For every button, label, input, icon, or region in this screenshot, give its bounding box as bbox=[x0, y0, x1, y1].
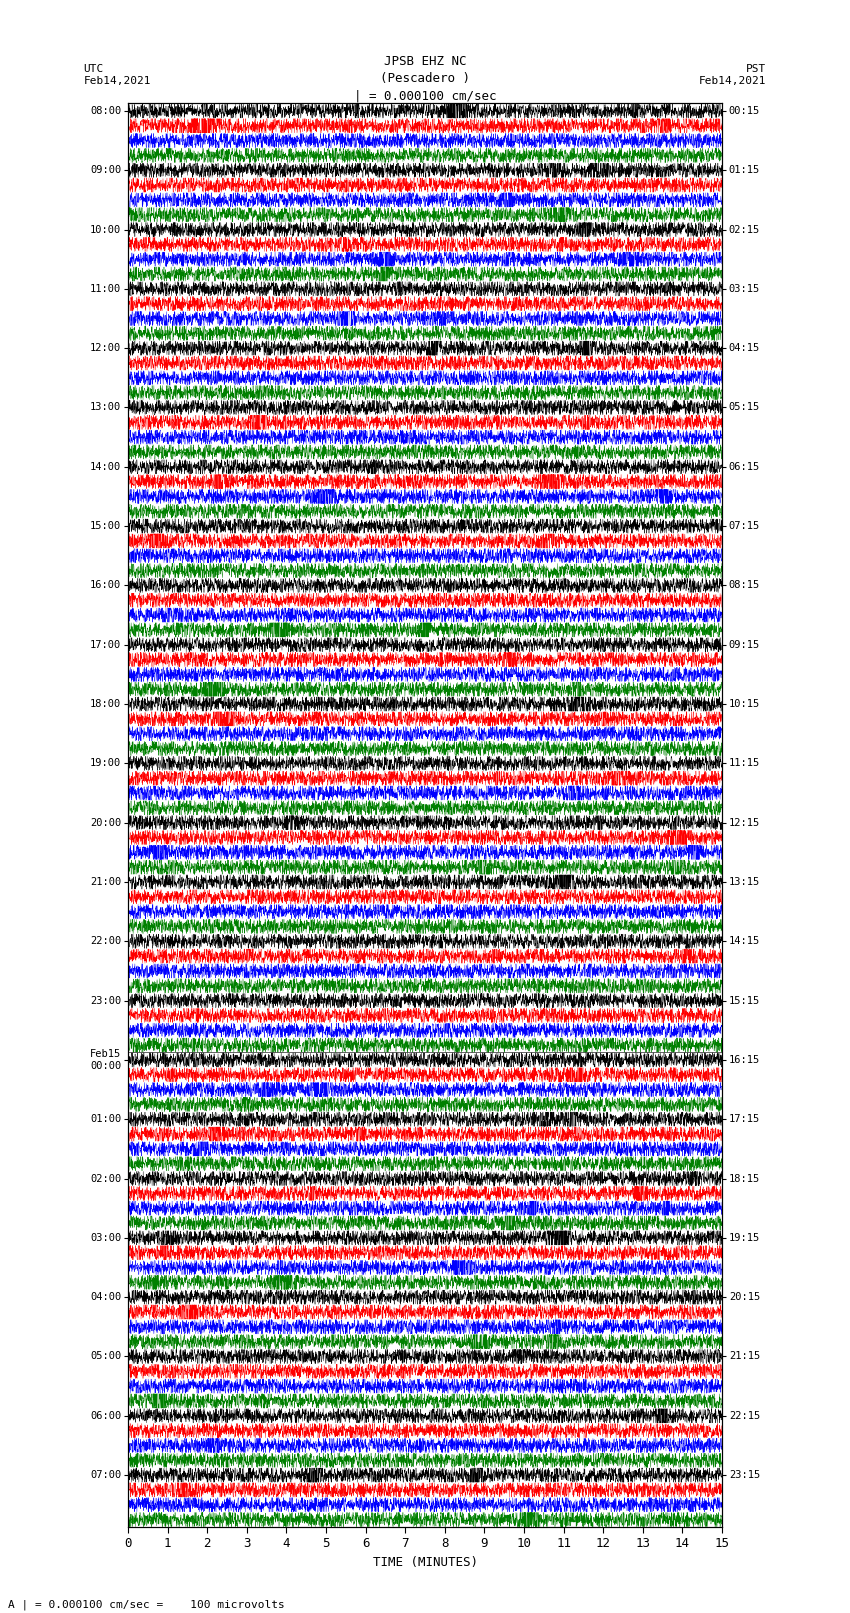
Text: UTC
Feb14,2021: UTC Feb14,2021 bbox=[83, 65, 151, 87]
Text: PST
Feb14,2021: PST Feb14,2021 bbox=[699, 65, 767, 87]
X-axis label: TIME (MINUTES): TIME (MINUTES) bbox=[372, 1557, 478, 1569]
Text: A | = 0.000100 cm/sec =    100 microvolts: A | = 0.000100 cm/sec = 100 microvolts bbox=[8, 1598, 286, 1610]
Title: JPSB EHZ NC
(Pescadero )
| = 0.000100 cm/sec: JPSB EHZ NC (Pescadero ) | = 0.000100 cm… bbox=[354, 55, 496, 102]
